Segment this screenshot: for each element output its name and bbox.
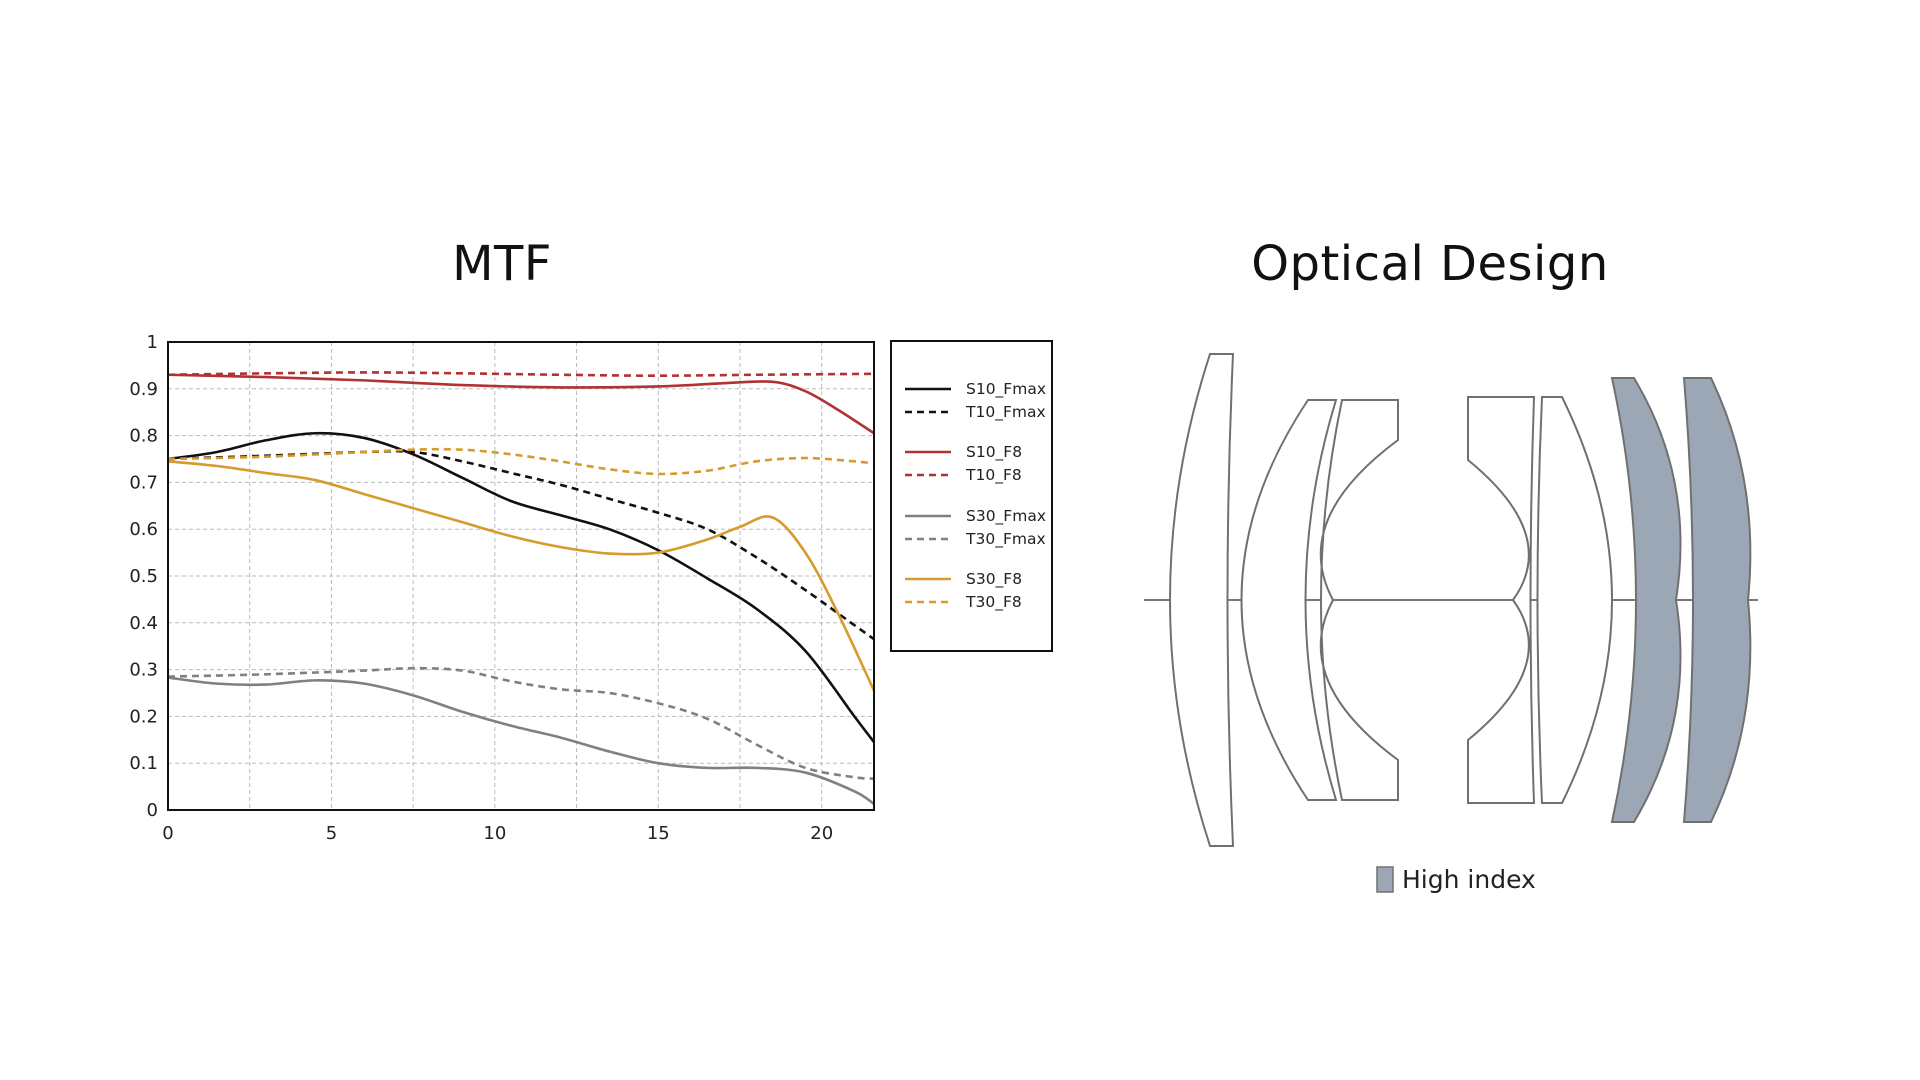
lens-element: [1240, 399, 1338, 801]
y-tick-label: 0.2: [129, 706, 158, 727]
series-line-s10-f8: [167, 373, 875, 435]
y-tick-label: 0.7: [129, 472, 158, 493]
lens-element: [1169, 353, 1235, 847]
y-tick-label: 0.9: [129, 379, 158, 400]
legend-label: S10_F8: [966, 443, 1022, 462]
series-line-t10-f8: [167, 371, 875, 377]
x-tick-label: 5: [326, 823, 337, 844]
y-tick-label: 0.3: [129, 660, 158, 681]
lens-element: [1319, 399, 1399, 801]
series-line-t10-fmax: [167, 449, 875, 641]
y-tick-label: 1: [147, 332, 158, 353]
y-tick-label: 0.1: [129, 753, 158, 774]
x-tick-label: 15: [647, 823, 670, 844]
high-index-swatch: [1376, 866, 1394, 893]
legend-label: S10_Fmax: [966, 380, 1046, 399]
legend-label: T30_F8: [965, 593, 1022, 612]
high-index-lens-element: [1610, 377, 1682, 823]
legend-label: S30_F8: [966, 570, 1022, 589]
y-tick-label: 0.6: [129, 519, 158, 540]
x-tick-label: 0: [162, 823, 173, 844]
y-tick-label: 0.5: [129, 566, 158, 587]
x-tick-label: 10: [483, 823, 506, 844]
legend-label: T30_Fmax: [965, 530, 1046, 549]
lens-element: [1467, 396, 1536, 804]
high-index-label: High index: [1402, 865, 1536, 894]
optical-design-title: Optical Design: [1251, 236, 1609, 292]
series-line-s10-fmax: [167, 431, 876, 743]
series-line-s30-fmax: [167, 676, 875, 806]
legend-label: S30_Fmax: [966, 507, 1046, 526]
y-tick-label: 0: [147, 800, 158, 821]
legend-box: [890, 340, 1053, 652]
y-tick-label: 0.4: [129, 613, 158, 634]
high-index-lens-element: [1682, 377, 1752, 823]
plot-frame: [167, 341, 875, 811]
mtf-title: MTF: [452, 236, 552, 292]
series-line-s30-f8: [167, 460, 876, 692]
legend-label: T10_F8: [965, 466, 1022, 485]
legend-label: T10_Fmax: [965, 403, 1046, 422]
x-tick-label: 20: [810, 823, 833, 844]
y-tick-label: 0.8: [129, 426, 158, 447]
lens-element: [1536, 396, 1613, 804]
